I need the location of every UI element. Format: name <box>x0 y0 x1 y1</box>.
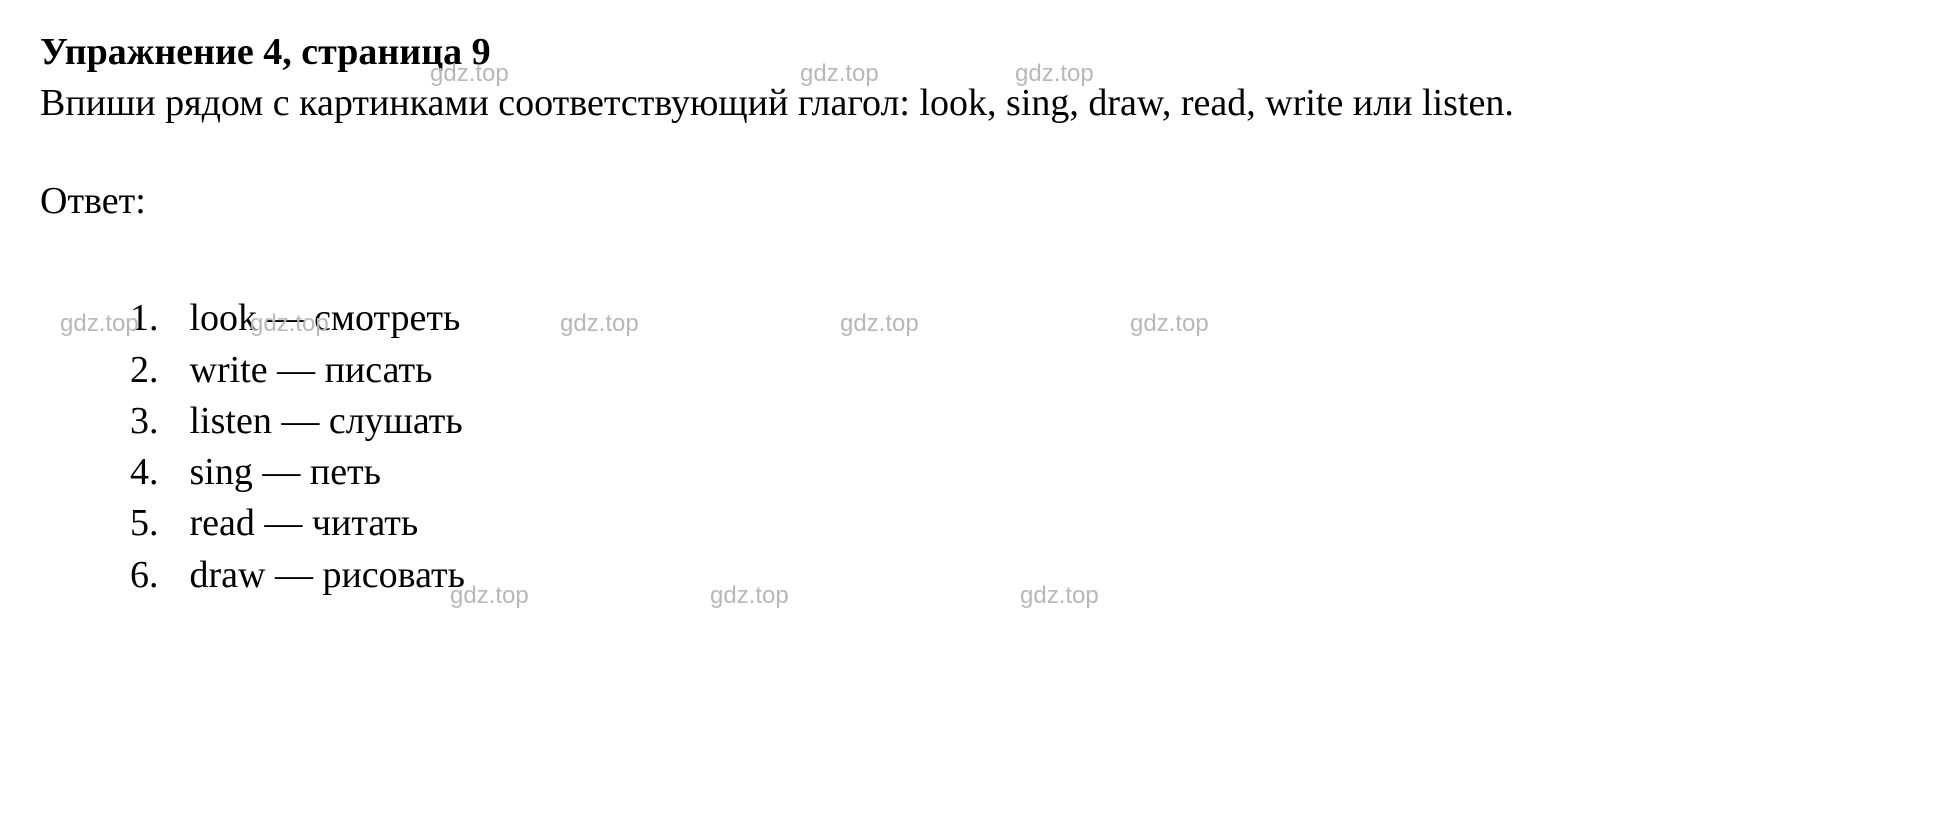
item-number: 6. <box>130 550 180 601</box>
answer-list: 1. look — смотреть 2. write — писать 3. … <box>40 293 1903 601</box>
item-number: 3. <box>130 396 180 447</box>
item-translation: рисовать <box>322 554 464 596</box>
item-dash: — <box>281 400 319 442</box>
item-word: write <box>190 349 268 391</box>
list-item: 1. look — смотреть <box>130 293 1903 344</box>
exercise-title: Упражнение 4, страница 9 <box>40 30 1903 74</box>
list-item: 3. listen — слушать <box>130 396 1903 447</box>
item-dash: — <box>275 554 313 596</box>
item-word: read <box>190 502 255 544</box>
item-number: 2. <box>130 345 180 396</box>
item-number: 4. <box>130 447 180 498</box>
item-translation: смотреть <box>314 297 460 339</box>
list-item: 2. write — писать <box>130 345 1903 396</box>
answer-label: Ответ: <box>40 179 1903 223</box>
item-number: 5. <box>130 498 180 549</box>
item-dash: — <box>262 451 300 493</box>
item-translation: писать <box>325 349 433 391</box>
item-number: 1. <box>130 293 180 344</box>
item-word: draw <box>190 554 266 596</box>
list-item: 6. draw — рисовать <box>130 550 1903 601</box>
list-item: 5. read — читать <box>130 498 1903 549</box>
item-translation: слушать <box>329 400 463 442</box>
item-word: listen <box>190 400 272 442</box>
instruction-text: Впиши рядом с картинками соответствующий… <box>40 78 1903 129</box>
item-dash: — <box>277 349 315 391</box>
item-translation: петь <box>310 451 381 493</box>
list-item: 4. sing — петь <box>130 447 1903 498</box>
item-dash: — <box>264 502 302 544</box>
item-word: look <box>190 297 258 339</box>
item-dash: — <box>267 297 305 339</box>
item-word: sing <box>190 451 253 493</box>
item-translation: читать <box>312 502 418 544</box>
